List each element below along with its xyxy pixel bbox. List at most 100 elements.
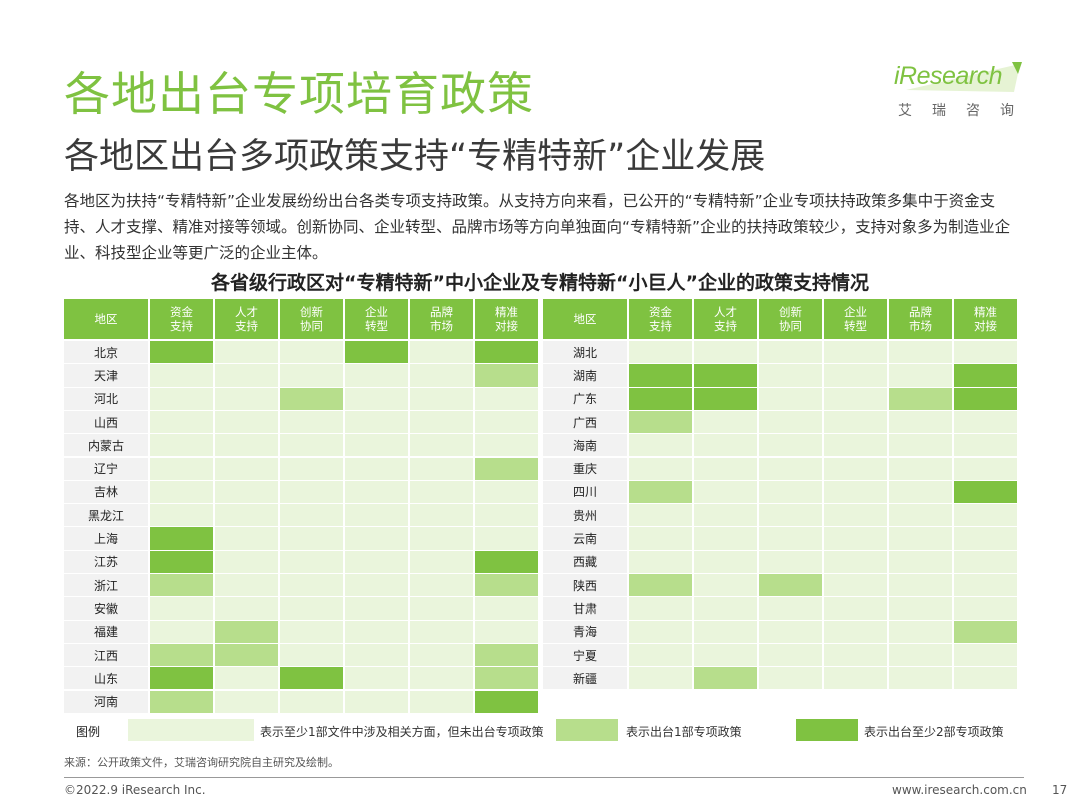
heatmap-cell [475, 620, 538, 643]
heatmap-cell [345, 574, 408, 597]
heatmap-cell [345, 620, 408, 643]
heatmap-cell [150, 341, 213, 364]
heatmap-cell [215, 364, 278, 387]
heatmap-cell [694, 480, 757, 504]
heatmap-cell [694, 574, 757, 597]
footer-divider [64, 777, 1024, 778]
heatmap-cell [954, 457, 1017, 480]
region-label: 重庆 [543, 457, 627, 480]
heatmap-cell [410, 667, 473, 690]
heatmap-cell [280, 480, 343, 504]
heatmap-cell [759, 410, 822, 434]
region-label: 西藏 [543, 550, 627, 573]
heatmap-cell [215, 504, 278, 527]
heatmap-cell [410, 597, 473, 620]
heatmap-cell [410, 364, 473, 387]
header-cell: 企业 转型 [824, 299, 887, 339]
heatmap-cell [629, 504, 692, 527]
website-link[interactable]: www.iresearch.com.cn [892, 783, 1027, 797]
heatmap-cell [345, 550, 408, 573]
region-label: 云南 [543, 527, 627, 550]
region-label: 吉林 [64, 480, 148, 504]
heatmap-cell [954, 667, 1017, 690]
region-label: 青海 [543, 620, 627, 643]
heatmap-cell [280, 667, 343, 690]
heatmap-cell [824, 643, 887, 667]
heatmap-cell [215, 550, 278, 573]
heatmap-cell [280, 387, 343, 410]
heatmap-cell [824, 480, 887, 504]
heatmap-cell [345, 341, 408, 364]
heatmap-cell [280, 620, 343, 643]
legend-label-level2: 表示出台至少2部专项政策 [864, 725, 1004, 739]
heatmap-cell [280, 410, 343, 434]
heatmap-cell [629, 527, 692, 550]
region-label: 上海 [64, 527, 148, 550]
iresearch-logo: iResearch 艾瑞咨询 [894, 58, 1024, 119]
heatmap-cell [824, 434, 887, 457]
heatmap-cell [694, 387, 757, 410]
region-label: 山东 [64, 667, 148, 690]
heatmap-cell [824, 574, 887, 597]
heatmap-cell [280, 690, 343, 713]
heatmap-cell [345, 597, 408, 620]
heatmap-cell [954, 410, 1017, 434]
heatmap-cell [694, 410, 757, 434]
heatmap-cell [410, 387, 473, 410]
heatmap-cell [824, 364, 887, 387]
heatmap-cell [475, 341, 538, 364]
heatmap-cell [824, 504, 887, 527]
heatmap-cell [150, 550, 213, 573]
region-label: 海南 [543, 434, 627, 457]
heatmap-cell [889, 457, 952, 480]
region-label: 河北 [64, 387, 148, 410]
heatmap-cell [280, 364, 343, 387]
header-cell: 创新 协同 [280, 299, 343, 339]
source-note: 来源：公开政策文件，艾瑞咨询研究院自主研究及绘制。 [64, 756, 339, 769]
header-cell: 品牌 市场 [889, 299, 952, 339]
region-label: 江西 [64, 643, 148, 667]
heatmap-cell [150, 410, 213, 434]
region-label: 贵州 [543, 504, 627, 527]
heatmap-cell [954, 574, 1017, 597]
header-cell: 精准 对接 [954, 299, 1017, 339]
heatmap-cell [215, 457, 278, 480]
heatmap-cell [280, 597, 343, 620]
heatmap-cell [475, 574, 538, 597]
region-label: 山西 [64, 410, 148, 434]
heatmap-cell [824, 387, 887, 410]
heatmap-cell [410, 410, 473, 434]
heatmap-cell [410, 643, 473, 667]
heatmap-cell [345, 387, 408, 410]
heatmap-cell [889, 504, 952, 527]
heatmap-cell [954, 504, 1017, 527]
heatmap-cell [954, 620, 1017, 643]
heatmap-cell [954, 387, 1017, 410]
heatmap-cell [475, 504, 538, 527]
heatmap-cell [954, 527, 1017, 550]
heatmap-cell [150, 364, 213, 387]
logo-swoosh-icon [906, 62, 1022, 92]
heatmap-cell [824, 410, 887, 434]
heatmap-cell [150, 457, 213, 480]
heatmap-cell [475, 643, 538, 667]
heatmap-cell [410, 574, 473, 597]
heatmap-cell [889, 410, 952, 434]
heatmap-cell [475, 690, 538, 713]
heatmap-cell [889, 574, 952, 597]
heatmap-cell [410, 690, 473, 713]
heatmap-cell [694, 457, 757, 480]
header-cell: 企业 转型 [345, 299, 408, 339]
heatmap-cell [889, 527, 952, 550]
page-subtitle: 各地区出台多项政策支持“专精特新”企业发展 [64, 137, 766, 177]
heatmap-cell [629, 620, 692, 643]
heatmap-cell [410, 480, 473, 504]
legend-title: 图例 [76, 725, 101, 739]
heatmap-cell [150, 620, 213, 643]
heatmap-cell [215, 667, 278, 690]
heatmap-cell [280, 643, 343, 667]
heatmap-cell [410, 341, 473, 364]
heatmap-cell [759, 550, 822, 573]
heatmap-cell [889, 643, 952, 667]
heatmap-cell [824, 597, 887, 620]
